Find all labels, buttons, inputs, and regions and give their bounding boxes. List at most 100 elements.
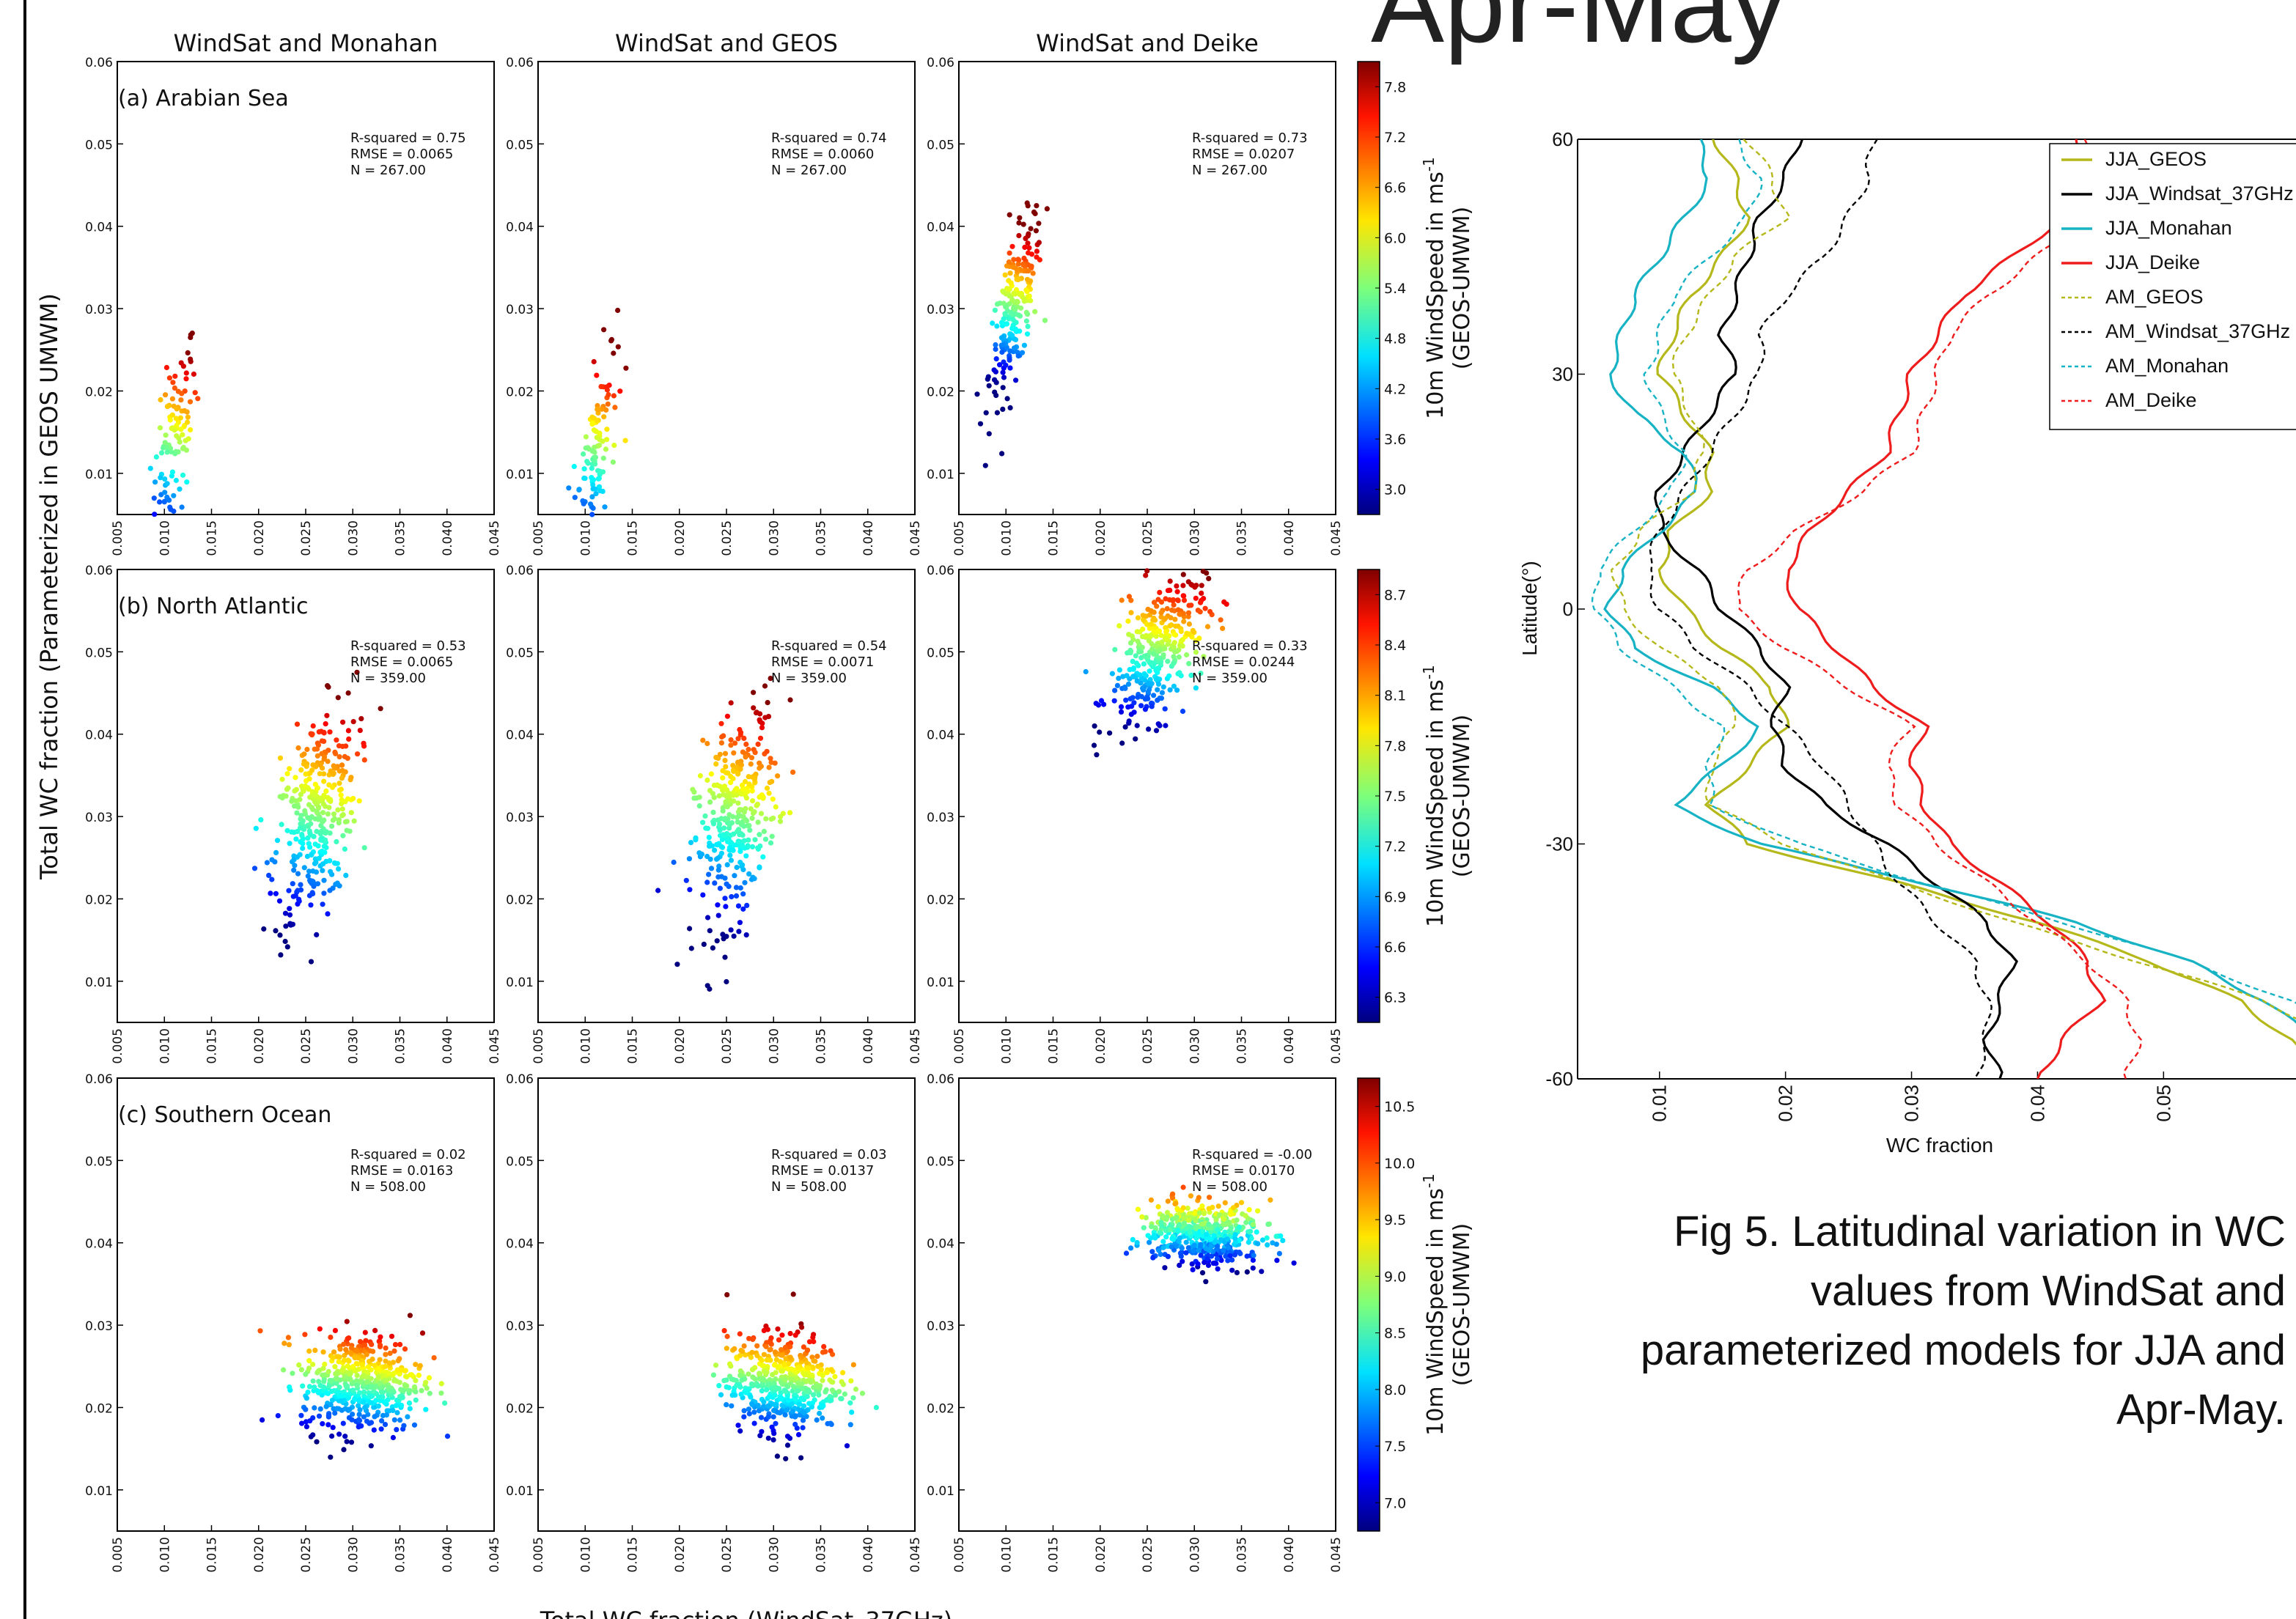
scatter-point [320,801,326,807]
scatter-point [1015,276,1021,283]
scatter-point [746,781,752,787]
scatter-point [320,901,325,907]
scatter-point [720,808,726,814]
scatter-point [729,1403,735,1409]
scatter-point [1155,597,1161,602]
scatter-point [749,1401,755,1407]
scatter-point [722,954,728,960]
scatter-point [321,738,327,745]
scatter-point [735,736,741,742]
scatter-point [1151,693,1157,698]
scatter-point [590,505,596,512]
scatter-point [1199,1270,1206,1276]
scatter-point [735,800,741,806]
scatter-point [301,865,307,871]
scatter-point [166,497,172,504]
scatter-point [729,893,735,900]
scatter-point [1196,1247,1202,1253]
scatter-point [386,1384,391,1391]
scatter-point [991,367,997,373]
scatter-point [736,929,742,934]
scatter-point [704,879,710,885]
colorbar-tick-label: 7.5 [1384,1439,1406,1455]
scatter-point [1237,1224,1243,1230]
scatter-point [1119,740,1125,746]
rmse-label: RMSE = 0.0071 [771,654,874,670]
scatter-point [1213,1217,1219,1222]
scatter-point [1154,603,1160,609]
scatter-point [347,1371,353,1376]
scatter-point [992,377,998,383]
scatter-point [335,807,341,813]
x-tick-label: 0.005 [531,1028,546,1064]
scatter-point [322,837,328,843]
scatter-point [1013,377,1019,383]
scatter-point [1255,1208,1261,1214]
scatter-point [287,906,292,912]
scatter-point [1207,1247,1213,1253]
x-tick-label: 0.025 [720,520,735,556]
scatter-point [316,1413,323,1419]
scatter-point [1243,1220,1249,1225]
scatter-point [583,434,589,440]
scatter-point [1218,617,1224,623]
scatter-point [1171,683,1177,689]
scatter-point [347,1376,353,1382]
scatter-point [597,437,603,443]
scatter-point [1160,1213,1166,1219]
scatter-point [394,1427,400,1433]
colorbar-tick-label: 7.0 [1384,1495,1406,1511]
scatter-point [720,932,726,937]
scatter-point [730,847,736,853]
scatter-point [397,1417,403,1423]
scatter-point [787,1343,793,1350]
scatter-point [305,1390,311,1395]
scatter-point [755,819,761,825]
scatter-point [361,1393,367,1399]
colorbar-tick-label: 4.2 [1384,381,1406,397]
scatter-point [1193,1235,1199,1242]
scatter-point [1000,288,1006,294]
scatter-point [994,323,1000,329]
scatter-point [592,454,599,460]
scatter-point [611,350,617,356]
scatter-points [251,669,383,965]
colorbar-tick-label: 7.8 [1384,79,1406,95]
scatter-point [336,1384,342,1390]
scatter-point [413,1397,419,1403]
scatter-point [1204,1255,1210,1261]
scatter-point [790,770,796,775]
scatter-point [340,833,346,838]
scatter-point [1145,606,1151,613]
x-tick-label: 0.035 [394,1537,408,1573]
scatter-point [749,844,756,849]
scatter-point [747,827,753,833]
scatter-point [306,868,312,874]
scatter-point [774,1453,780,1459]
scatter-point [361,1399,367,1405]
scatter-point [779,1395,784,1401]
figure-caption: Fig 5. Latitudinal variation in WC value… [1640,1208,2286,1434]
scatter-point [1175,597,1181,604]
scatter-point [1186,660,1192,667]
scatter-point [321,1379,327,1384]
rmse-label: RMSE = 0.0137 [771,1163,874,1179]
scatter-point [571,463,577,470]
scatter-point [1158,614,1164,620]
scatter-point [721,733,726,739]
scatter-point [1143,633,1149,638]
scatter-point [701,941,707,947]
scatter-point [1109,671,1115,676]
scatter-point [735,838,741,844]
scatter-point [768,816,774,822]
scatter-point [814,1354,820,1360]
scatter-point [742,778,748,785]
scatter-point [794,1375,800,1381]
scatter-point [330,1425,336,1431]
scatter-point [1199,1221,1205,1227]
scatter-point [350,1387,356,1393]
wc-tick-label: 0.02 [1775,1085,1797,1122]
